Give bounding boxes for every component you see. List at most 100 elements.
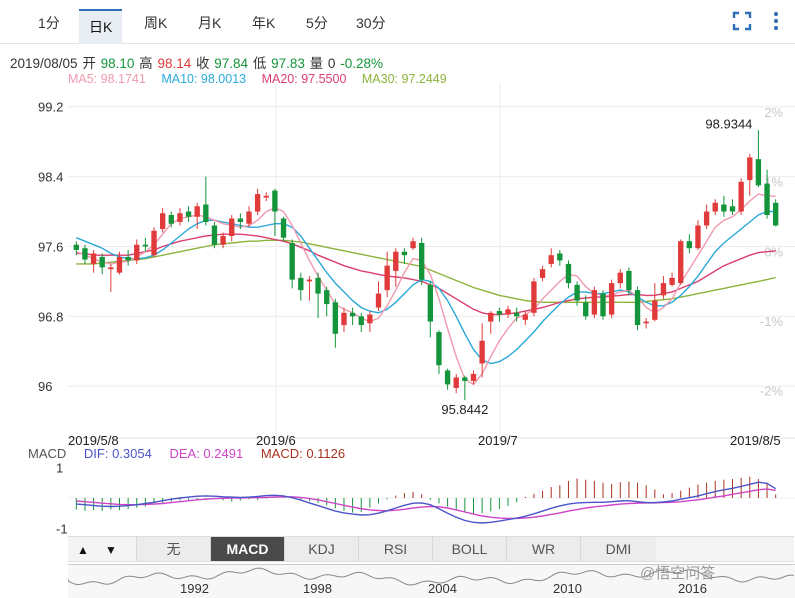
more-menu-icon[interactable] — [765, 10, 787, 32]
range-navigator[interactable]: 1992 1998 2004 2010 2016 — [68, 564, 795, 598]
candle-up — [660, 283, 667, 296]
date-label: 2019/8/5 — [730, 433, 781, 448]
tab-monthly-k[interactable]: 月K — [198, 15, 222, 31]
candle-up — [134, 244, 140, 261]
candle-up — [341, 312, 347, 326]
candle-up — [747, 157, 753, 181]
candle-down — [401, 251, 408, 256]
tab-1min[interactable]: 1分 — [38, 15, 60, 31]
candle-down — [272, 190, 278, 212]
nav-year-1992: 1992 — [180, 581, 209, 596]
candle-up — [738, 181, 744, 212]
pct-tick-label: 2% — [764, 105, 783, 120]
candle-down — [211, 225, 218, 245]
period-tab-bar: 1分 日K 周K 月K 年K 5分 30分 — [0, 0, 795, 44]
tab-30min[interactable]: 30分 — [356, 15, 386, 31]
tab-daily-k[interactable]: 日K — [79, 9, 123, 44]
candle-down — [315, 277, 321, 294]
dea-label: DEA: 0.2491 — [169, 446, 244, 461]
candle-down — [168, 215, 174, 224]
ma5-label: MA5: 98.1741 — [68, 72, 146, 86]
indicator-tab-boll[interactable]: BOLL — [432, 537, 506, 561]
close-value: 97.84 — [214, 56, 249, 71]
indicator-tab-kdj[interactable]: KDJ — [284, 537, 358, 561]
candle-down — [444, 370, 451, 385]
y-tick-label: 98.4 — [38, 170, 63, 185]
indicator-tab-dmi[interactable]: DMI — [580, 537, 656, 561]
candle-up — [531, 281, 537, 313]
candle-down — [600, 293, 606, 317]
candle-up — [652, 300, 658, 320]
candle-down — [185, 211, 192, 217]
candle-down — [436, 332, 442, 366]
candle-down — [99, 256, 105, 268]
candle-down — [764, 183, 770, 216]
high-label: 高 — [139, 56, 153, 71]
indicator-tab-none[interactable]: 无 — [136, 537, 210, 561]
candle-down — [583, 302, 589, 317]
tab-yearly-k[interactable]: 年K — [252, 15, 276, 31]
candle-up — [263, 195, 269, 198]
candle-down — [565, 263, 572, 284]
candle-up — [220, 235, 226, 245]
scroll-down-button[interactable]: ▼ — [105, 543, 117, 557]
candle-down — [574, 284, 580, 301]
tab-5min[interactable]: 5分 — [306, 15, 328, 31]
high-annotation: 98.9344 — [705, 116, 752, 131]
candle-down — [349, 312, 356, 317]
candle-down — [82, 248, 88, 260]
macd-tick-label: -1 — [56, 521, 68, 536]
candle-down — [324, 290, 330, 305]
low-label: 低 — [252, 56, 267, 71]
candle-up — [177, 213, 183, 222]
ma10-label: MA10: 98.0013 — [161, 72, 247, 86]
candle-down — [298, 277, 304, 291]
candle-down — [419, 242, 425, 280]
candle-up — [712, 202, 718, 212]
nav-year-1998: 1998 — [303, 581, 332, 596]
scroll-up-button[interactable]: ▲ — [77, 543, 89, 557]
kline-chart[interactable]: 99.298.497.696.896 2%1%0%-1%-2% 98.93449… — [0, 80, 795, 536]
candle-up — [669, 277, 675, 285]
nav-year-2004: 2004 — [428, 581, 457, 596]
candle-up — [522, 314, 528, 320]
ma30-label: MA30: 97.2449 — [361, 72, 447, 86]
pct-tick-label: -2% — [760, 384, 784, 399]
macd-legend: MACD DIF: 0.3054 DEA: 0.2491 MACD: 0.112… — [28, 446, 359, 461]
indicator-tab-rsi[interactable]: RSI — [358, 537, 432, 561]
candle-up — [229, 218, 235, 236]
candle-up — [393, 251, 399, 271]
y-tick-label: 99.2 — [38, 100, 63, 115]
candle-up — [453, 377, 459, 388]
candle-down — [686, 241, 693, 249]
indicator-tab-macd[interactable]: MACD — [210, 537, 284, 561]
macd-tick-label: 1 — [56, 461, 63, 476]
y-tick-label: 96 — [38, 379, 52, 394]
candle-up — [384, 265, 390, 291]
open-value: 98.10 — [100, 56, 135, 71]
candle-up — [505, 309, 511, 315]
candle-down — [142, 244, 149, 247]
candle-up — [539, 269, 546, 278]
close-label: 收 — [196, 56, 210, 71]
fullscreen-icon[interactable] — [731, 10, 753, 32]
indicator-tab-wr[interactable]: WR — [506, 537, 580, 561]
low-annotation: 95.8442 — [441, 402, 488, 417]
candle-up — [246, 211, 252, 224]
candle-down — [634, 290, 641, 326]
candle-up — [116, 256, 123, 273]
candle-down — [773, 202, 779, 226]
change-percent: -0.28% — [340, 56, 383, 71]
tab-weekly-k[interactable]: 周K — [144, 15, 168, 31]
nav-year-2010: 2010 — [553, 581, 582, 596]
dif-line — [76, 481, 777, 524]
ma10-line — [76, 210, 776, 365]
candle-down — [755, 159, 762, 186]
candle-down — [125, 256, 131, 261]
candle-up — [375, 293, 382, 308]
candle-up — [151, 230, 157, 256]
ma-legend: MA5: 98.1741 MA10: 98.0013 MA20: 97.5500… — [68, 72, 459, 86]
quote-info-line: 2019/08/05 开 98.10 高 98.14 收 97.84 低 97.… — [10, 52, 384, 72]
candle-down — [203, 204, 209, 222]
volume-value: 0 — [327, 56, 336, 71]
